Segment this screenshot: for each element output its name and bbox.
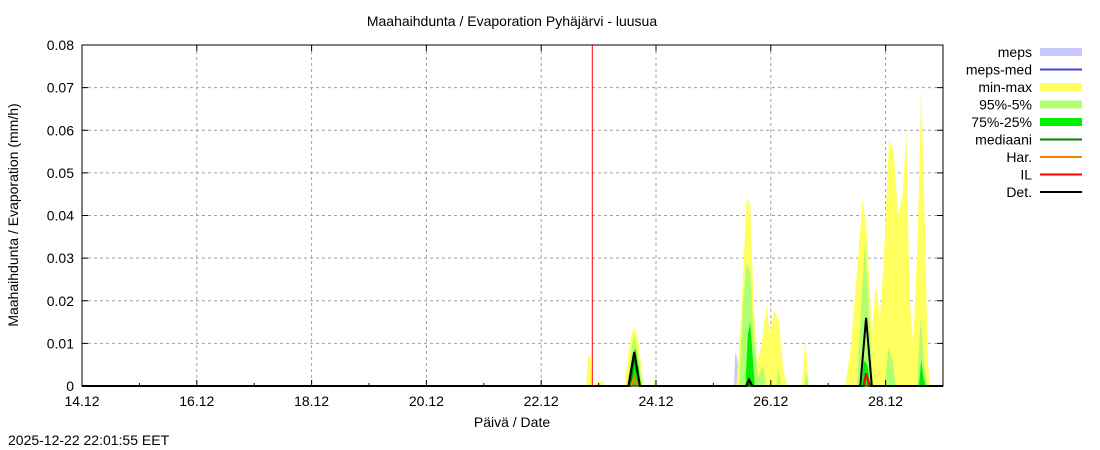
x-tick-label: 18.12 bbox=[294, 393, 329, 409]
x-tick-label: 24.12 bbox=[638, 393, 673, 409]
y-axis-label: Maahaihdunta / Evaporation (mm/h) bbox=[5, 103, 21, 326]
y-tick-label: 0.07 bbox=[47, 80, 74, 96]
legend-label: meps bbox=[998, 44, 1032, 60]
series-har-line bbox=[629, 374, 639, 387]
series-det-line bbox=[82, 317, 943, 387]
axis-ticks: 0 0.01 0.02 0.03 0.04 0.05 0.06 0.07 0.08 14.12 16… bbox=[47, 37, 943, 409]
x-tick-label: 22.12 bbox=[524, 393, 559, 409]
y-tick-label: 0 bbox=[66, 378, 74, 394]
x-tick-label: 14.12 bbox=[64, 393, 99, 409]
timestamp: 2025-12-22 22:01:55 EET bbox=[8, 432, 170, 448]
y-tick-label: 0.02 bbox=[47, 293, 74, 309]
legend-label: Det. bbox=[1006, 184, 1032, 200]
x-axis-label: Päivä / Date bbox=[474, 414, 550, 430]
legend-label: Har. bbox=[1006, 149, 1032, 165]
chart-title: Maahaihdunta / Evaporation Pyhäjärvi - l… bbox=[367, 13, 658, 29]
plot-frame bbox=[81, 44, 944, 387]
legend-label: IL bbox=[1020, 167, 1032, 183]
y-tick-label: 0.05 bbox=[47, 165, 74, 181]
x-tick-label: 20.12 bbox=[409, 393, 444, 409]
y-tick-label: 0.04 bbox=[47, 208, 74, 224]
y-tick-label: 0.06 bbox=[47, 122, 74, 138]
legend-swatch bbox=[1040, 83, 1082, 91]
legend-label: mediaani bbox=[975, 132, 1032, 148]
grid bbox=[82, 45, 943, 386]
legend-label: 75%-25% bbox=[971, 114, 1032, 130]
y-tick-label: 0.03 bbox=[47, 250, 74, 266]
legend-label: meps-med bbox=[966, 62, 1032, 78]
series-95-5-band bbox=[627, 241, 927, 386]
legend-swatch bbox=[1040, 118, 1082, 126]
x-tick-label: 16.12 bbox=[179, 393, 214, 409]
x-tick-label: 28.12 bbox=[868, 393, 903, 409]
legend-swatch bbox=[1040, 100, 1082, 109]
legend-label: min-max bbox=[978, 79, 1032, 95]
y-tick-label: 0.01 bbox=[47, 335, 74, 351]
legend-swatch bbox=[1040, 48, 1082, 56]
series-marks bbox=[82, 45, 943, 387]
series-il-line bbox=[862, 372, 872, 387]
y-tick-label: 0.08 bbox=[47, 37, 74, 53]
legend-label: 95%-5% bbox=[979, 97, 1032, 113]
series-mediaani-line bbox=[82, 356, 943, 387]
x-tick-label: 26.12 bbox=[753, 393, 788, 409]
series-min-max-band bbox=[586, 87, 931, 386]
